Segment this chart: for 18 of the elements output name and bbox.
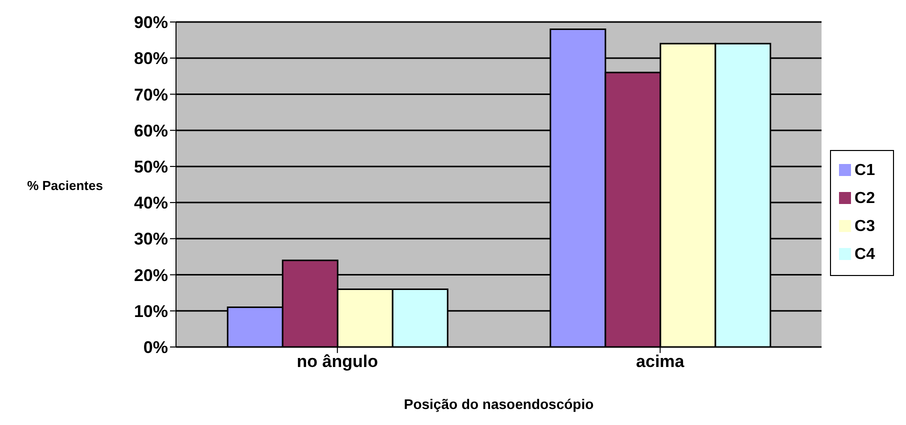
x-tick-label: acima xyxy=(636,352,685,372)
y-tick-label: 30% xyxy=(134,230,168,249)
y-tick-label: 40% xyxy=(134,194,168,213)
legend-label: C2 xyxy=(854,190,875,206)
y-tick-label: 50% xyxy=(134,157,168,176)
y-tick-label: 70% xyxy=(134,85,168,104)
legend-label: C3 xyxy=(854,218,875,234)
legend-label: C1 xyxy=(854,162,875,178)
y-tick-label: 20% xyxy=(134,266,168,285)
y-axis-title: % Pacientes xyxy=(26,178,104,193)
x-tick-label: no ângulo xyxy=(296,352,378,372)
y-tick-label: 10% xyxy=(134,302,168,321)
legend-label: C4 xyxy=(854,246,875,262)
y-tick-label: 0% xyxy=(143,338,168,358)
x-axis-title: Posição do nasoendoscópio xyxy=(404,396,594,412)
y-tick-label: 60% xyxy=(134,121,168,140)
y-tick-label: 80% xyxy=(134,49,168,68)
y-tick-label: 90% xyxy=(134,13,168,32)
